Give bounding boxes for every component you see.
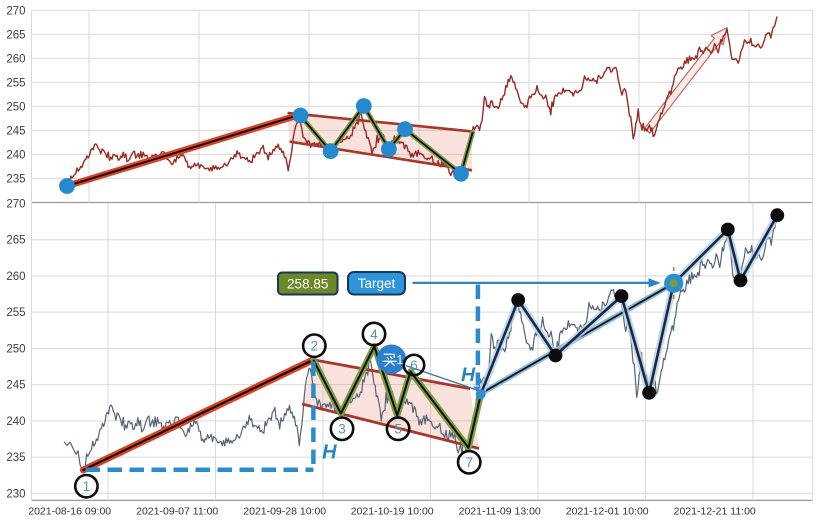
svg-text:245: 245 <box>6 380 25 392</box>
svg-text:2021-08-16 09:00: 2021-08-16 09:00 <box>28 506 111 518</box>
svg-text:265: 265 <box>6 29 25 41</box>
svg-text:2021-11-09 13:00: 2021-11-09 13:00 <box>459 506 541 518</box>
svg-text:258.85: 258.85 <box>287 277 328 292</box>
svg-text:6: 6 <box>410 358 418 373</box>
svg-text:Target: Target <box>358 276 396 291</box>
svg-text:235: 235 <box>6 173 25 185</box>
svg-text:250: 250 <box>6 101 25 113</box>
svg-text:270: 270 <box>6 5 25 17</box>
svg-text:265: 265 <box>6 235 25 247</box>
svg-text:H: H <box>322 442 337 464</box>
svg-text:260: 260 <box>6 53 25 65</box>
svg-text:1: 1 <box>396 353 403 367</box>
svg-text:255: 255 <box>6 77 25 89</box>
svg-text:2021-12-21 11:00: 2021-12-21 11:00 <box>674 506 756 518</box>
svg-text:245: 245 <box>6 125 25 137</box>
svg-text:235: 235 <box>6 452 25 464</box>
svg-text:2021-09-28 10:00: 2021-09-28 10:00 <box>243 506 326 518</box>
svg-text:255: 255 <box>6 307 25 319</box>
svg-text:240: 240 <box>6 149 25 161</box>
svg-text:5: 5 <box>394 422 402 437</box>
svg-text:1: 1 <box>83 479 91 494</box>
svg-text:H: H <box>461 364 476 386</box>
svg-text:2021-12-01 10:00: 2021-12-01 10:00 <box>566 506 649 518</box>
svg-text:4: 4 <box>370 327 378 342</box>
svg-text:2021-09-07 11:00: 2021-09-07 11:00 <box>136 506 218 518</box>
svg-text:2: 2 <box>311 339 319 354</box>
svg-text:230: 230 <box>6 488 25 500</box>
svg-text:3: 3 <box>338 422 346 437</box>
svg-text:2021-10-19 10:00: 2021-10-19 10:00 <box>351 506 434 518</box>
svg-text:7: 7 <box>465 455 473 470</box>
svg-text:250: 250 <box>6 343 25 355</box>
svg-text:260: 260 <box>6 271 25 283</box>
svg-text:240: 240 <box>6 416 25 428</box>
svg-text:270: 270 <box>6 198 25 210</box>
